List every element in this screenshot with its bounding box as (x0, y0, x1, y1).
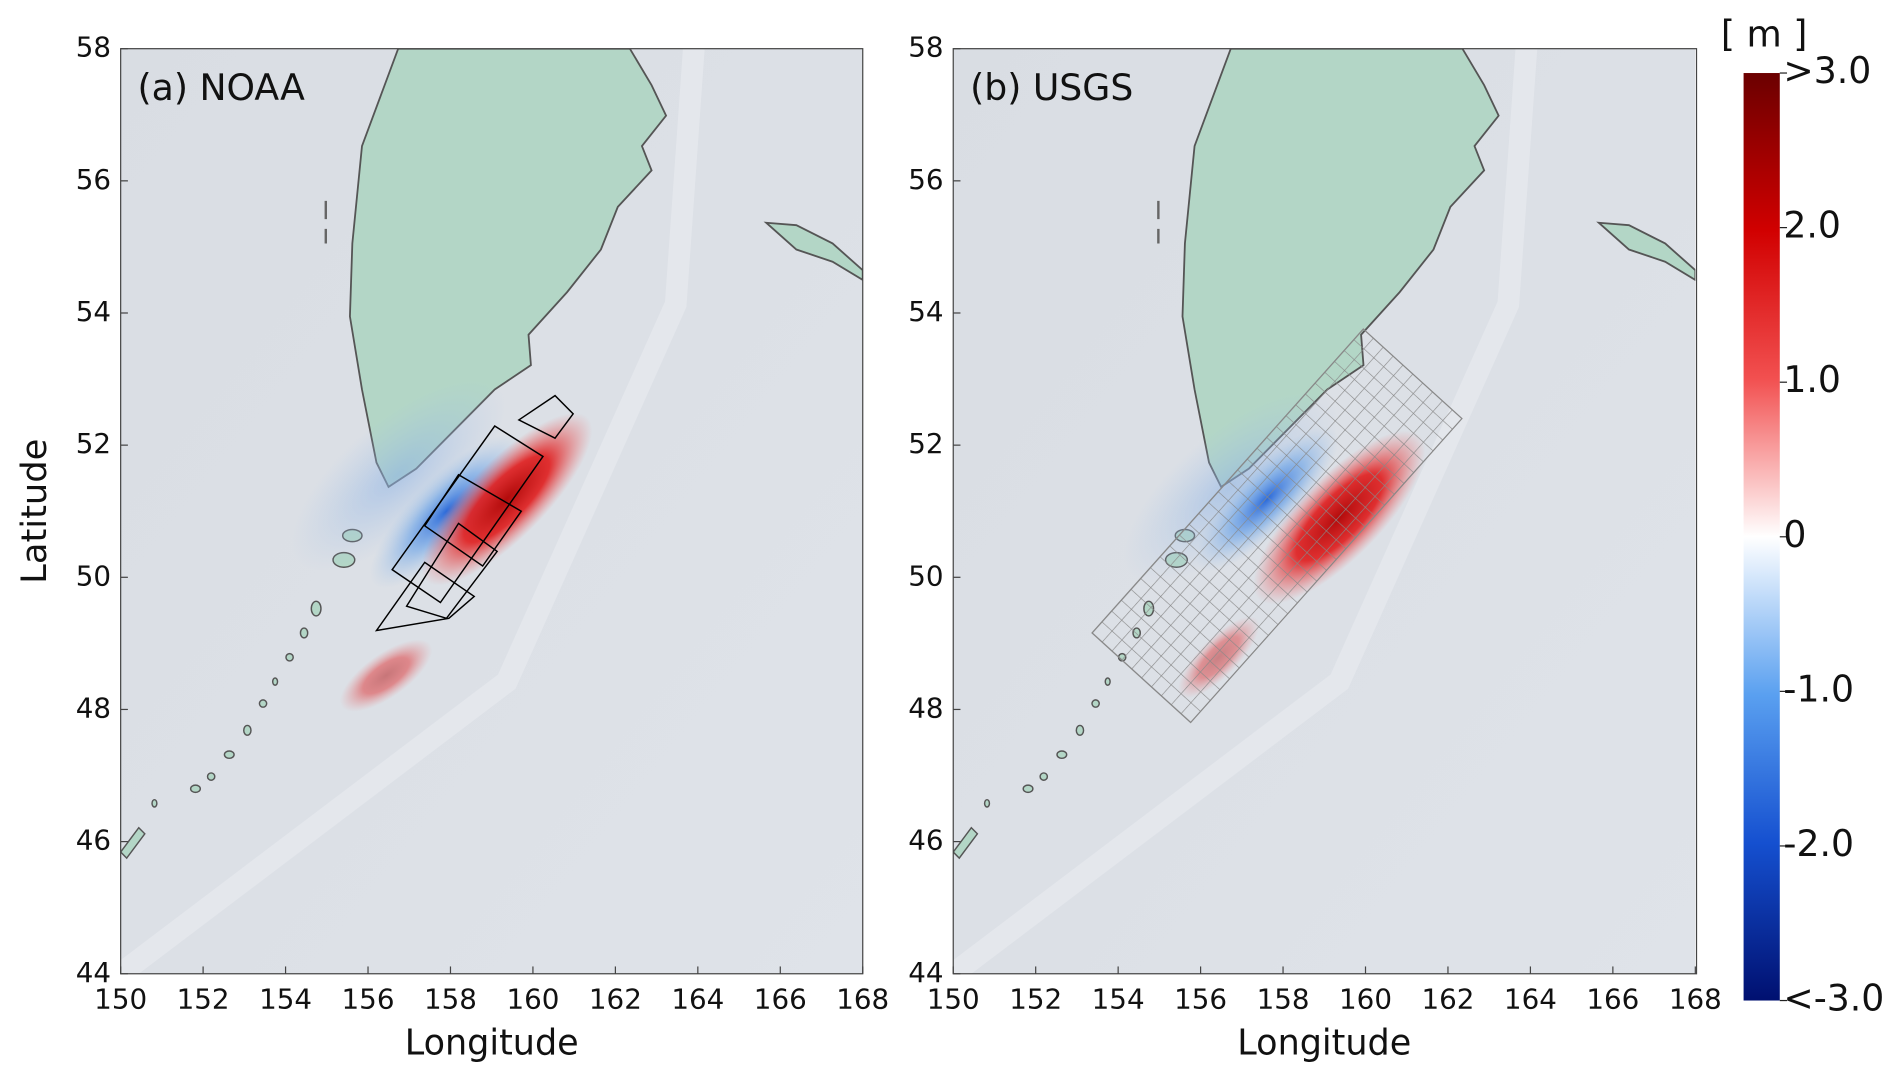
x-tick-label: 168 (836, 982, 889, 1015)
x-tick-label: 164 (1504, 982, 1557, 1015)
axes-frame (952, 48, 1698, 975)
colorbar-tick-label: 0 (1783, 513, 1806, 556)
deformation (1091, 328, 1463, 724)
x-tick-label: 162 (1421, 982, 1474, 1015)
x-tick-label: 166 (1586, 982, 1639, 1015)
x-tick-label: 154 (259, 982, 312, 1015)
deformation (290, 378, 593, 712)
colorbar-tick-label: 2.0 (1783, 204, 1841, 247)
colorbar-tick-label: >3.0 (1783, 49, 1871, 92)
y-tick-label: 48 (76, 691, 111, 724)
y-tick-label: 52 (908, 427, 943, 460)
panel-title: (b) USGS (970, 66, 1133, 109)
x-tick-label: 158 (1257, 982, 1310, 1015)
y-tick-label: 54 (76, 295, 111, 328)
y-tick-label: 54 (908, 295, 943, 328)
x-axis-label: Longitude (1237, 1022, 1411, 1063)
colorbar-unit: [ m ] (1721, 12, 1807, 55)
x-tick-label: 150 (94, 982, 147, 1015)
colorbar-tick-label: -2.0 (1783, 822, 1854, 865)
x-tick-label: 164 (671, 982, 724, 1015)
x-tick-label: 158 (424, 982, 477, 1015)
y-tick-label: 44 (76, 956, 111, 989)
x-tick-label: 154 (1092, 982, 1145, 1015)
panel-title: (a) NOAA (138, 66, 305, 109)
x-tick-label: 160 (1339, 982, 1392, 1015)
x-tick-label: 152 (1009, 982, 1062, 1015)
y-tick-label: 46 (908, 824, 943, 857)
x-tick-label: 150 (927, 982, 980, 1015)
y-tick-label: 48 (908, 691, 943, 724)
x-tick-label: 156 (1174, 982, 1227, 1015)
colorbar (1743, 73, 1780, 1001)
x-tick-label: 160 (506, 982, 559, 1015)
y-tick-label: 52 (76, 427, 111, 460)
y-tick-label: 58 (908, 31, 943, 64)
colorbar-tick-label: <-3.0 (1783, 976, 1884, 1019)
colorbar-tick-label: -1.0 (1783, 667, 1854, 710)
y-tick-label: 58 (76, 31, 111, 64)
x-tick-label: 162 (589, 982, 642, 1015)
y-tick-label: 50 (908, 559, 943, 592)
colorbar-tick-label: 1.0 (1783, 358, 1841, 401)
x-tick-label: 156 (342, 982, 395, 1015)
x-tick-label: 152 (177, 982, 230, 1015)
x-axis-label: Longitude (405, 1022, 579, 1063)
axes-frame (120, 48, 864, 975)
y-tick-label: 46 (76, 824, 111, 857)
y-axis-label: Latitude (14, 439, 55, 584)
x-tick-label: 166 (754, 982, 807, 1015)
y-tick-label: 56 (908, 163, 943, 196)
y-tick-label: 44 (908, 956, 943, 989)
y-tick-label: 56 (76, 163, 111, 196)
y-tick-label: 50 (76, 559, 111, 592)
x-tick-label: 168 (1669, 982, 1722, 1015)
